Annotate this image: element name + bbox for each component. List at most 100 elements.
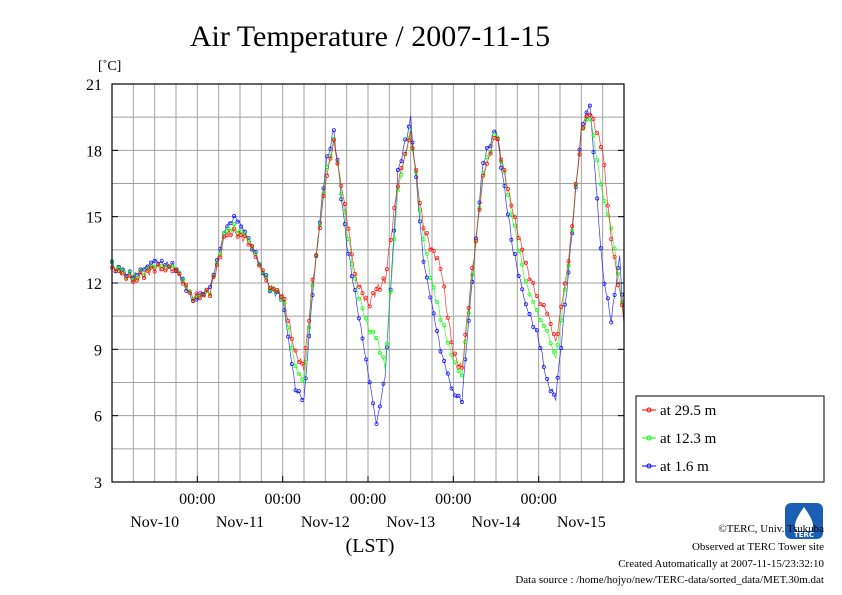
x-axis-label: (LST)	[346, 535, 395, 557]
data-point	[180, 277, 185, 282]
data-point	[117, 266, 122, 271]
data-point	[502, 167, 507, 172]
data-point	[534, 293, 539, 298]
data-point	[562, 287, 567, 292]
drop-icon	[795, 507, 813, 535]
data-point	[353, 276, 358, 281]
data-point	[374, 421, 379, 426]
data-point	[221, 231, 226, 236]
data-point	[339, 183, 344, 188]
series-at-12-3-m	[110, 116, 625, 385]
data-point	[584, 114, 589, 119]
data-point	[477, 200, 482, 205]
data-point	[417, 219, 422, 224]
data-point	[371, 329, 376, 334]
data-point	[512, 215, 517, 220]
data-point	[495, 137, 500, 141]
legend-label: at 29.5 m	[660, 403, 717, 419]
terc-logo: TERC	[785, 503, 823, 539]
data-point	[197, 296, 202, 301]
data-point	[138, 270, 143, 275]
data-point	[242, 229, 247, 234]
data-point	[548, 322, 553, 326]
data-point	[428, 275, 433, 280]
data-point	[442, 323, 447, 328]
data-point	[293, 364, 298, 369]
data-point	[242, 234, 247, 239]
data-point	[406, 124, 411, 129]
data-point	[435, 255, 440, 260]
data-point	[257, 263, 262, 268]
data-point	[349, 252, 354, 257]
data-point	[286, 334, 291, 339]
x-tick-time-label: 00:00	[179, 491, 215, 508]
data-point	[275, 287, 280, 292]
data-point	[481, 173, 486, 178]
data-point	[353, 272, 358, 277]
data-point	[278, 297, 283, 302]
data-point	[566, 259, 571, 264]
data-point	[342, 209, 347, 214]
data-point	[184, 282, 189, 287]
data-point	[531, 324, 536, 329]
data-point	[300, 361, 305, 366]
data-point	[300, 398, 305, 402]
data-point	[449, 386, 454, 391]
data-point	[445, 315, 450, 320]
data-point	[431, 311, 436, 316]
data-point	[616, 283, 620, 288]
x-day-label: Nov-11	[216, 514, 264, 531]
data-point	[523, 279, 528, 284]
data-point	[516, 273, 521, 278]
data-source-text: Data source : /home/hojyo/new/TERC-data/…	[515, 574, 824, 586]
created-text: Created Automatically at 2007-11-15/23:3…	[618, 558, 824, 570]
data-point	[342, 202, 347, 206]
data-point	[260, 268, 265, 273]
data-point	[131, 279, 136, 284]
data-point	[208, 285, 213, 290]
data-point	[509, 237, 514, 242]
data-point	[410, 140, 415, 145]
data-point	[559, 304, 564, 309]
legend-swatch-marker	[646, 407, 652, 413]
data-point	[488, 151, 493, 156]
data-point	[538, 346, 543, 351]
x-tick-time-label: 00:00	[435, 491, 471, 508]
data-point	[296, 360, 301, 365]
data-point	[286, 318, 291, 323]
data-point	[470, 272, 475, 277]
data-point	[367, 330, 372, 335]
data-point	[523, 302, 528, 307]
data-point	[232, 214, 236, 219]
data-point	[570, 224, 575, 229]
data-point	[470, 266, 475, 270]
logo-band	[788, 531, 820, 537]
data-point	[296, 371, 301, 376]
data-point	[463, 332, 468, 337]
data-point	[466, 318, 471, 323]
data-point	[377, 287, 382, 292]
data-point	[438, 266, 443, 271]
data-point	[520, 247, 525, 252]
data-point	[481, 161, 486, 166]
data-point	[321, 194, 326, 198]
data-point	[538, 302, 543, 307]
data-point	[612, 292, 617, 297]
data-point	[442, 359, 447, 363]
data-point	[512, 252, 517, 257]
data-point	[577, 152, 582, 157]
data-point	[246, 242, 251, 247]
data-point	[310, 283, 315, 288]
data-point	[552, 392, 556, 397]
data-point	[552, 350, 556, 354]
data-point	[331, 128, 336, 133]
data-point	[459, 400, 464, 404]
data-point	[605, 296, 610, 301]
data-point	[566, 263, 571, 268]
x-day-label: Nov-12	[301, 514, 350, 531]
y-axis-unit-label: [˚C]	[98, 59, 121, 74]
data-point	[499, 165, 504, 170]
data-point	[421, 226, 426, 231]
data-point	[211, 274, 216, 279]
data-point	[325, 173, 329, 178]
